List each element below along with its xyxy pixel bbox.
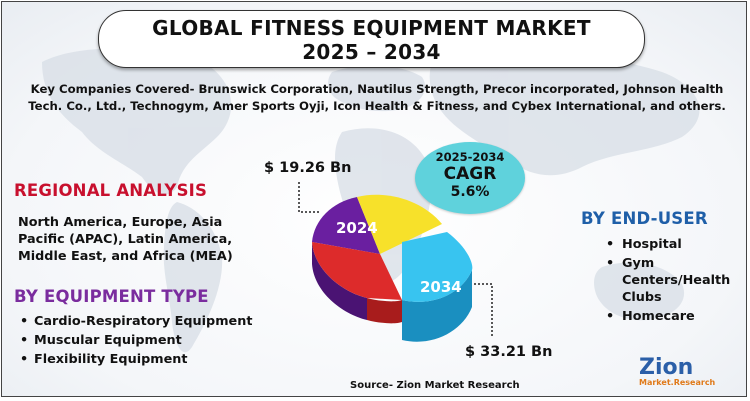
- end-user-heading: BY END-USER: [581, 209, 708, 228]
- equipment-type-heading: BY EQUIPMENT TYPE: [14, 287, 209, 306]
- title-banner: GLOBAL FITNESS EQUIPMENT MARKET 2025 – 2…: [98, 10, 645, 68]
- equipment-type-list: Cardio-Respiratory Equipment Muscular Eq…: [14, 313, 252, 370]
- page-title: GLOBAL FITNESS EQUIPMENT MARKET: [152, 16, 591, 40]
- zion-logo: Zion Market.Research: [639, 355, 715, 387]
- list-item: Gym Centers/Health Clubs: [602, 255, 742, 306]
- page-subtitle-years: 2025 – 2034: [302, 40, 441, 64]
- regional-analysis-heading: REGIONAL ANALYSIS: [14, 181, 208, 200]
- cagr-years: 2025-2034: [435, 150, 505, 164]
- logo-sub: Market.Research: [639, 378, 715, 387]
- pie-side-purple: [312, 242, 367, 320]
- cagr-bubble: 2025-2034 CAGR 5.6%: [415, 142, 525, 214]
- list-item: Cardio-Respiratory Equipment: [14, 313, 252, 330]
- source-text: Source- Zion Market Research: [350, 380, 520, 391]
- pie-slice-blue: [402, 232, 473, 302]
- list-item: Flexibility Equipment: [14, 351, 252, 368]
- pie-label-2024: 2024: [336, 219, 378, 237]
- list-item: Muscular Equipment: [14, 332, 252, 349]
- logo-word: Zion: [639, 355, 693, 380]
- pie-slice-purple: [312, 197, 380, 254]
- pie-side-blue: [402, 270, 472, 342]
- list-item: Homecare: [602, 308, 742, 325]
- pie-slice-yellow: [357, 194, 442, 254]
- pie-side-red: [367, 298, 402, 324]
- cagr-label: CAGR: [443, 164, 497, 184]
- market-value-2034: $ 33.21 Bn: [465, 344, 553, 360]
- connector-2034: [470, 283, 493, 337]
- pie-label-2034: 2034: [420, 278, 462, 296]
- end-user-list: Hospital Gym Centers/Health Clubs Homeca…: [602, 236, 742, 327]
- key-companies-text: Key Companies Covered- Brunswick Corpora…: [28, 82, 726, 113]
- connector-2024: [298, 182, 320, 213]
- pie-slice-red: [312, 242, 402, 300]
- market-pie-graphic: 2024 2034: [298, 182, 493, 342]
- regional-analysis-text: North America, Europe, Asia Pacific (APA…: [18, 215, 233, 264]
- cagr-value: 5.6%: [450, 184, 490, 200]
- list-item: Hospital: [602, 236, 742, 253]
- market-value-2024: $ 19.26 Bn: [264, 160, 352, 176]
